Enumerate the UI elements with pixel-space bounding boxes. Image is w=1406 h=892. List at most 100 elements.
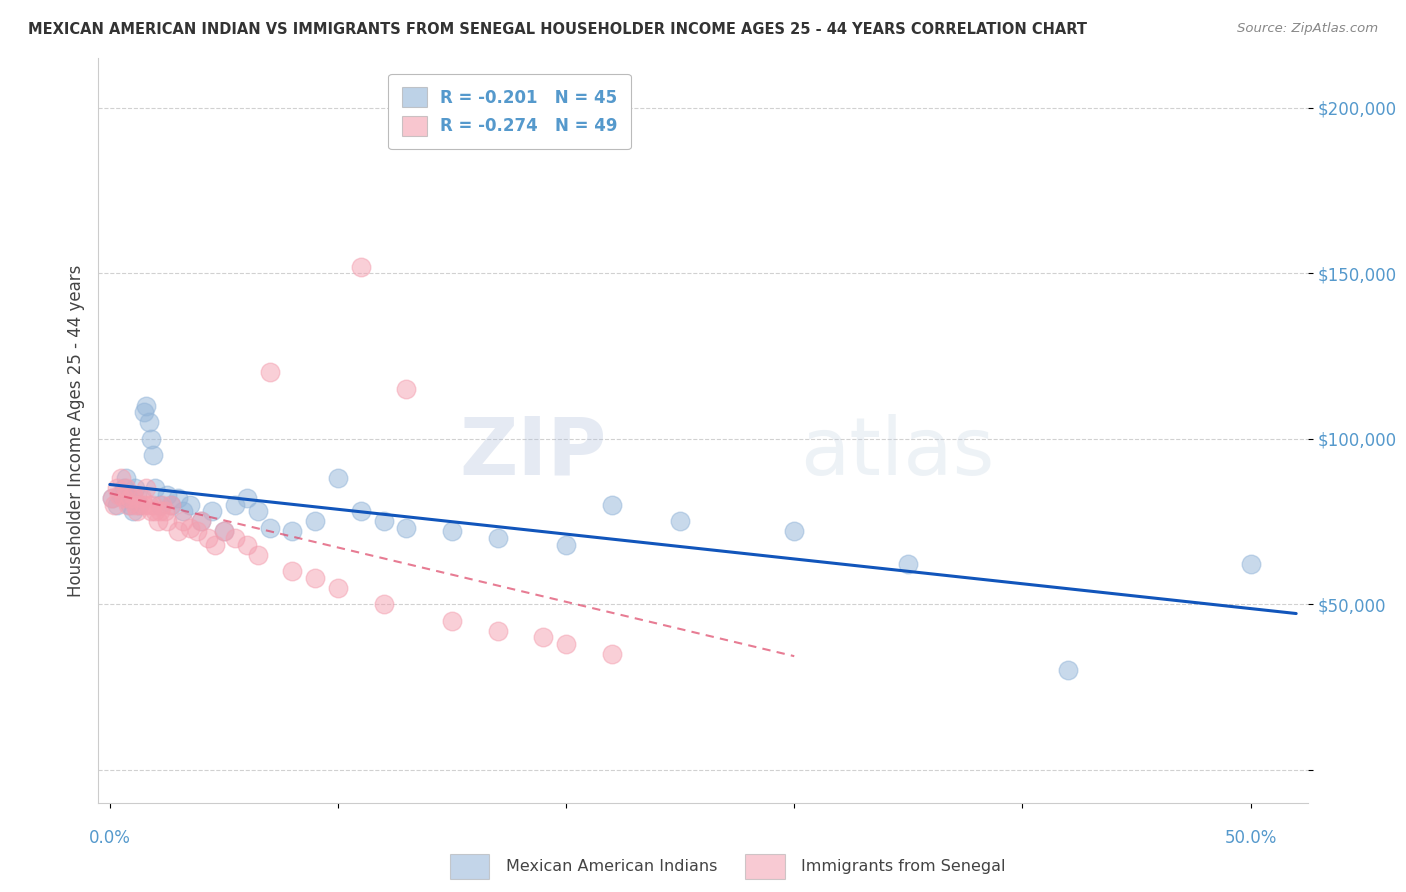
Point [190,515,212,529]
Point [128,498,150,512]
Point [160,498,183,512]
Point [127,504,149,518]
Point [897,558,920,572]
Point [105,498,128,512]
Point [326,471,349,485]
Point [124,498,146,512]
Point [555,637,578,651]
Point [105,481,128,495]
Point [179,521,201,535]
Legend: R = -0.201   N = 45, R = -0.274   N = 49: R = -0.201 N = 45, R = -0.274 N = 49 [388,74,631,150]
Point [128,498,150,512]
Text: Source: ZipAtlas.com: Source: ZipAtlas.com [1237,22,1378,36]
Point [149,498,172,512]
Y-axis label: Householder Income Ages 25 - 44 years: Householder Income Ages 25 - 44 years [66,264,84,597]
Text: 0.0%: 0.0% [89,830,131,847]
Point [204,538,226,552]
Point [135,399,157,413]
Point [304,571,326,585]
Point [235,491,257,506]
Point [669,515,692,529]
Point [441,614,464,628]
Point [101,491,124,506]
Point [172,504,194,518]
Point [150,498,173,512]
Point [395,382,418,396]
Point [145,481,167,495]
Point [373,515,395,529]
Point [531,630,554,644]
Point [156,488,179,502]
Point [131,491,153,506]
Point [145,504,167,518]
Point [112,491,135,506]
Point [139,504,162,518]
Point [135,481,157,495]
Point [142,498,165,512]
Point [127,488,149,502]
Text: ZIP: ZIP [458,414,606,491]
Point [555,538,578,552]
Point [167,524,190,539]
Point [247,504,270,518]
Point [132,405,155,419]
Point [197,531,219,545]
Point [486,531,509,545]
Point [110,488,132,502]
Point [149,504,172,518]
Point [117,491,139,506]
Point [1057,664,1080,678]
Point [235,538,257,552]
Point [108,488,131,502]
Point [112,481,135,495]
Point [190,515,212,529]
Point [114,481,136,495]
Point [350,260,373,274]
Point [350,504,373,518]
Point [259,521,281,535]
Point [326,581,349,595]
Point [1239,558,1261,572]
Point [212,524,235,539]
Point [124,481,146,495]
Point [121,504,143,518]
Point [224,531,246,545]
Point [259,366,281,380]
Point [138,415,160,429]
Point [153,504,176,518]
Point [146,515,169,529]
Point [101,491,124,506]
Point [281,524,304,539]
Point [156,515,179,529]
Text: MEXICAN AMERICAN INDIAN VS IMMIGRANTS FROM SENEGAL HOUSEHOLDER INCOME AGES 25 - : MEXICAN AMERICAN INDIAN VS IMMIGRANTS FR… [28,22,1087,37]
Point [172,515,194,529]
Point [132,498,155,512]
Point [395,521,418,535]
Point [121,488,143,502]
Point [600,647,623,661]
Text: 50.0%: 50.0% [1225,830,1277,847]
Point [441,524,464,539]
Point [120,498,142,512]
Text: atlas: atlas [800,414,994,491]
Point [486,624,509,638]
Point [281,564,304,578]
Point [120,491,142,506]
Point [167,491,190,506]
Point [304,515,326,529]
Point [186,524,208,539]
Text: Mexican American Indians: Mexican American Indians [506,859,717,873]
Point [139,432,162,446]
Point [224,498,246,512]
Point [179,498,201,512]
Point [142,448,165,462]
Point [247,548,270,562]
Point [114,471,136,485]
Point [600,498,623,512]
Text: Immigrants from Senegal: Immigrants from Senegal [801,859,1005,873]
Point [117,498,139,512]
Point [212,524,235,539]
Point [138,498,160,512]
Point [201,504,224,518]
Point [110,471,132,485]
